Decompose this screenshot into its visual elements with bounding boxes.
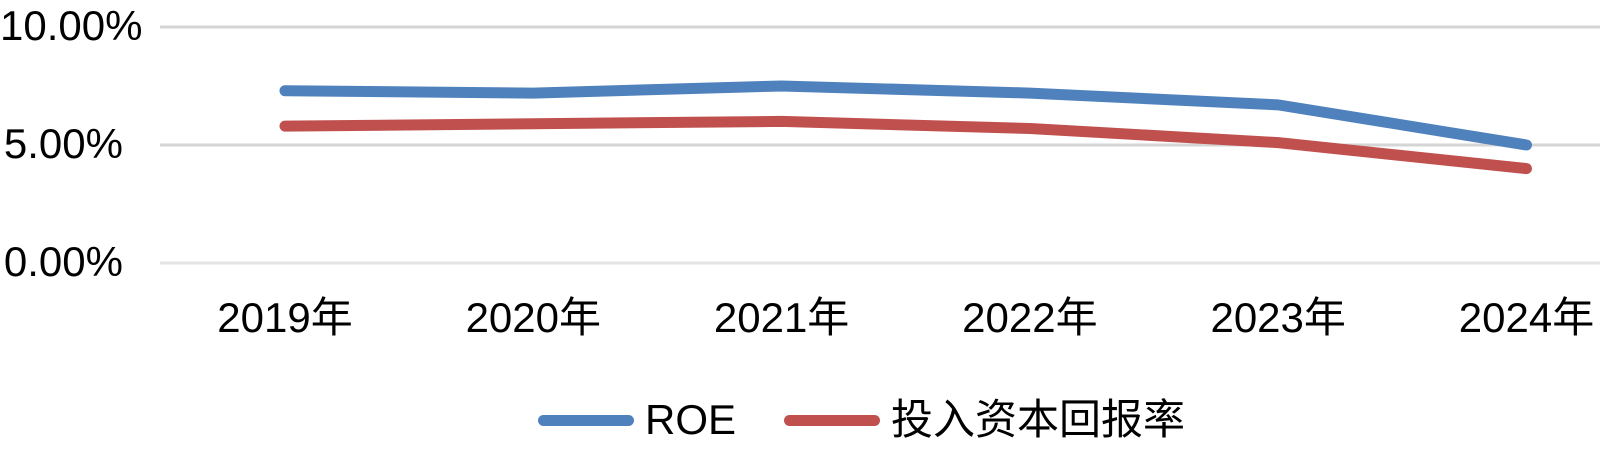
legend-swatch-icon — [784, 414, 881, 426]
legend-label: ROE — [645, 396, 737, 443]
legend-swatch-icon — [538, 414, 634, 426]
series-line-ROE — [279, 80, 1532, 151]
x-axis-category-label: 2022年 — [962, 294, 1098, 341]
legend-item-投入资本回报率: 投入资本回报率 — [784, 398, 1185, 442]
legend-label: 投入资本回报率 — [891, 396, 1186, 443]
gridlines — [160, 25, 1600, 265]
chart-legend: ROE 投入资本回报率 — [538, 398, 1185, 442]
y-axis-tick-label: 0.00% — [3, 238, 123, 285]
x-axis-category-label: 2019年 — [217, 294, 353, 341]
x-axis-category-label: 2020年 — [465, 294, 602, 341]
y-axis-tick-label: 10.00% — [0, 2, 143, 49]
x-axis-category-label: 2023年 — [1210, 294, 1346, 341]
series-line-投入资本回报率 — [279, 115, 1532, 175]
series-lines — [279, 80, 1532, 175]
legend-item-ROE: ROE — [538, 398, 736, 442]
x-axis-category-label: 2024年 — [1458, 294, 1595, 341]
x-axis-category-label: 2021年 — [713, 294, 850, 341]
y-axis-tick-label: 5.00% — [3, 120, 123, 167]
